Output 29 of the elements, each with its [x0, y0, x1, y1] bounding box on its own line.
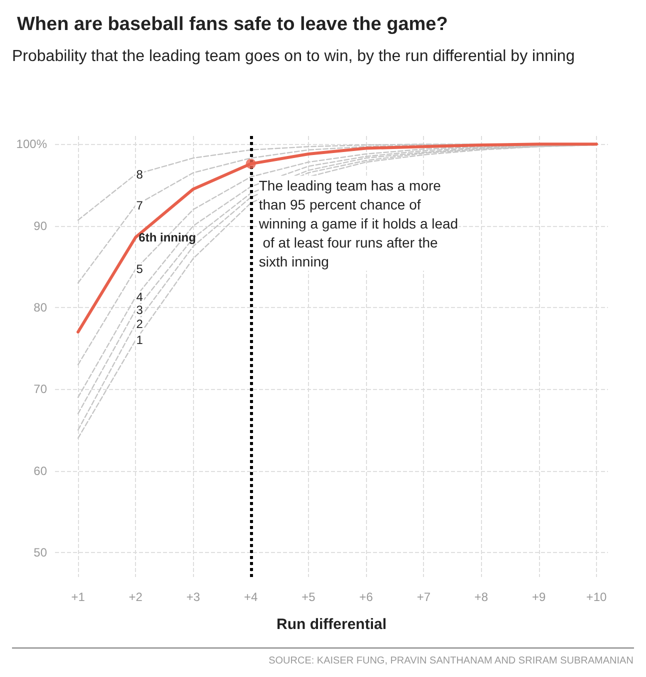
series-label: 3 [136, 302, 144, 317]
series-label: 7 [136, 198, 144, 212]
y-tick-label: 50 [34, 546, 48, 560]
x-tick-label: +9 [532, 590, 546, 604]
source-note: SOURCE: KAISER FUNG, PRAVIN SANTHANAM AND SRIRAM SUBRAMANIAN [268, 656, 634, 666]
y-tick-label: 80 [34, 300, 48, 314]
x-tick-label: +6 [359, 590, 374, 604]
y-tick-label: 90 [34, 218, 48, 233]
annotation: The leading team has a more than 95 percent chance of winning a game if it holds a lead of at least four runs after the sixth inning [258, 177, 458, 270]
chart-subtitle: Probability that the leading team goes on to win, by the run differential by inning [12, 47, 576, 67]
x-tick-label: +4 [244, 590, 258, 604]
y-tick-label: 100% [16, 137, 48, 152]
series-label: 5 [136, 262, 144, 276]
y-tick-label: 70 [34, 382, 48, 396]
y-tick-label: 60 [34, 464, 48, 478]
series-label: 1 [136, 333, 144, 348]
series-label: 8 [136, 167, 144, 182]
x-tick-label: +10 [586, 590, 607, 604]
chart-title: When are baseball fans safe to leave the game? [17, 14, 448, 35]
x-tick-label: +1 [71, 590, 86, 604]
x-tick-label: +8 [474, 590, 488, 604]
x-axis-title: Run differential [276, 616, 387, 633]
x-tick-label: +7 [416, 590, 431, 604]
x-tick-label: +2 [128, 590, 143, 604]
series-label: 2 [136, 316, 144, 331]
series-label: 6th inning [138, 230, 196, 244]
x-tick-label: +3 [186, 590, 200, 604]
x-tick-label: +5 [302, 590, 316, 604]
series-label: 4 [136, 290, 144, 304]
